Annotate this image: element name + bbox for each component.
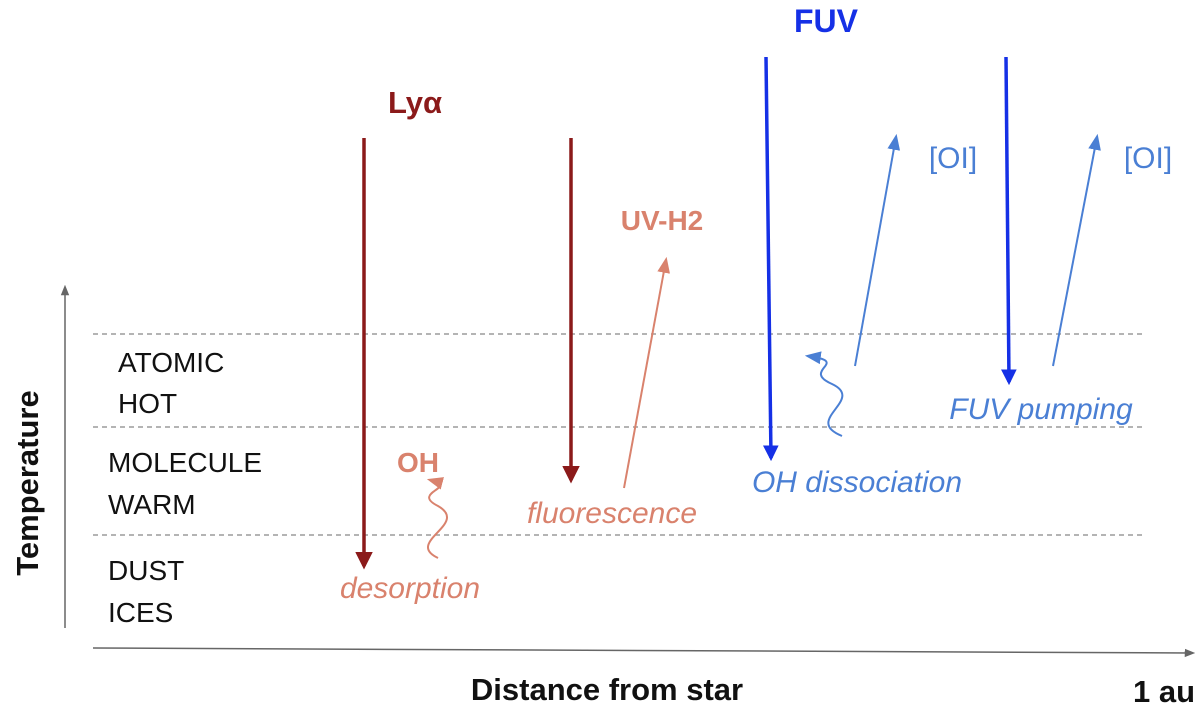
fuv-pumping-label: FUV pumping [949,393,1133,426]
uv-h2-arrow [623,256,670,489]
fuv-arrow-right [1001,56,1017,386]
oh-wavy-arrow [426,477,448,559]
oh-label: OH [397,447,439,478]
lya-label: Lyα [388,85,442,120]
oi-label-right: [OI] [1124,142,1172,175]
oi-arrow-left [854,133,901,367]
zone-warm-label: WARM [108,489,196,520]
x-axis-end-label: 1 au [1133,674,1195,709]
desorption-label: desorption [340,572,480,605]
x-axis [92,647,1196,658]
oi-label-left: [OI] [929,142,977,175]
x-axis-label: Distance from star [471,672,743,707]
zone-dust-label: DUST [108,555,184,586]
oi-arrow-right [1052,133,1101,367]
zone-molecule-label: MOLECULE [108,447,262,478]
zone-ices-label: ICES [108,597,173,628]
y-axis-label: Temperature [10,390,45,576]
fuv-arrow-left [762,56,779,462]
uv-h2-label: UV-H2 [621,205,703,236]
oh-dissociation-wavy-arrow [804,351,844,437]
fuv-label: FUV [794,3,859,39]
fluorescence-label: fluorescence [527,497,697,530]
oh-dissociation-label: OH dissociation [752,466,962,499]
zone-atomic-label: ATOMIC [118,347,224,378]
zone-hot-label: HOT [118,388,177,419]
